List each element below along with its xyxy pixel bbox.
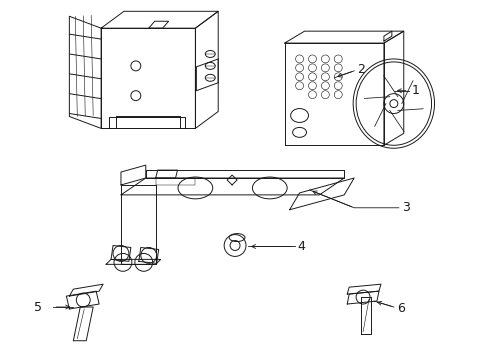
Text: 2: 2 (356, 63, 364, 76)
Text: 5: 5 (34, 301, 41, 314)
Text: 4: 4 (297, 240, 305, 253)
Text: 6: 6 (396, 302, 404, 315)
Text: 3: 3 (401, 201, 409, 214)
Text: 1: 1 (411, 84, 419, 97)
